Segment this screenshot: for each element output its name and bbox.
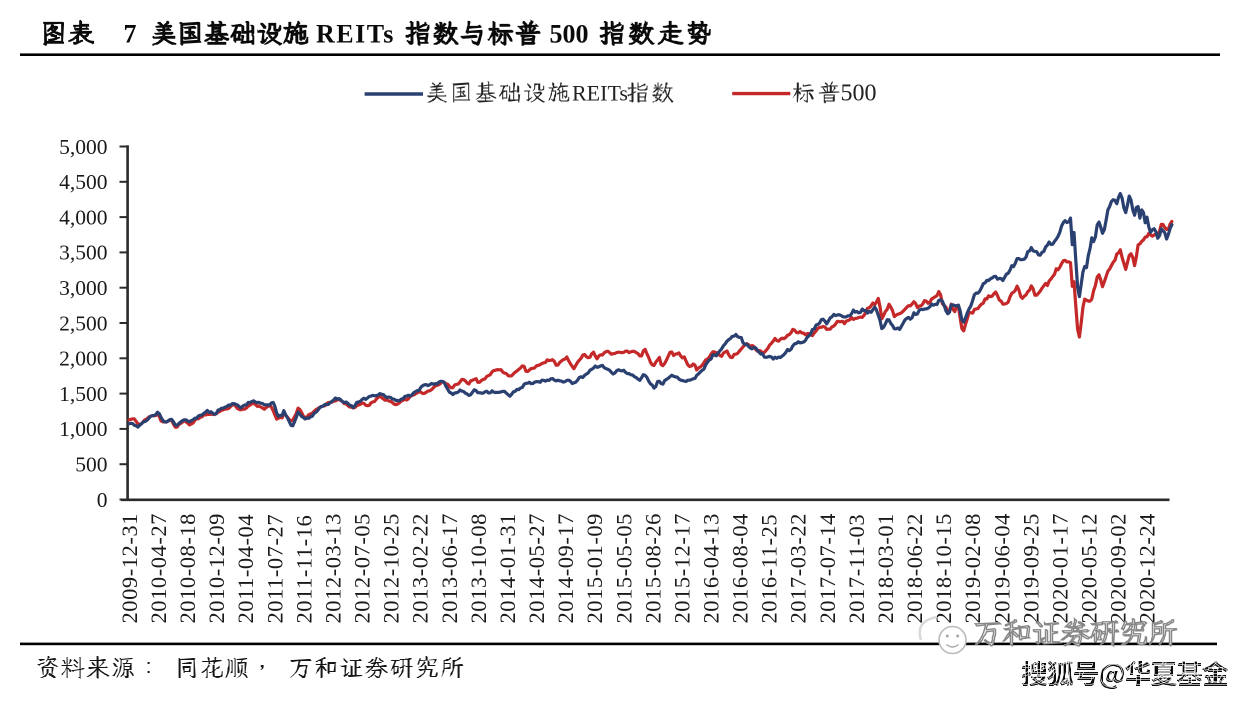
svg-text:2011-04-04: 2011-04-04	[233, 514, 258, 624]
svg-text:7: 7	[124, 19, 137, 48]
svg-text:2016-04-13: 2016-04-13	[699, 513, 724, 624]
svg-text:2012-10-25: 2012-10-25	[379, 513, 404, 624]
svg-text:2013-02-22: 2013-02-22	[408, 513, 433, 624]
svg-text:REITs: REITs	[316, 19, 395, 48]
svg-text:2010-12-09: 2010-12-09	[204, 513, 229, 624]
svg-text:4,000: 4,000	[59, 205, 107, 229]
svg-text:500: 500	[75, 453, 107, 477]
svg-text:2017-07-14: 2017-07-14	[815, 513, 840, 624]
svg-text:2017-11-03: 2017-11-03	[844, 514, 869, 624]
svg-text:1,000: 1,000	[59, 417, 107, 441]
svg-text:2,000: 2,000	[59, 347, 107, 371]
svg-text:2016-11-25: 2016-11-25	[757, 514, 782, 624]
svg-text:2,500: 2,500	[59, 311, 107, 335]
svg-text:2020-01-17: 2020-01-17	[1048, 513, 1073, 624]
svg-text:2019-02-08: 2019-02-08	[960, 513, 985, 624]
svg-text:2012-03-13: 2012-03-13	[321, 513, 346, 624]
svg-text:2012-07-05: 2012-07-05	[350, 513, 375, 624]
svg-text:2015-01-09: 2015-01-09	[582, 513, 607, 624]
svg-text:2013-10-08: 2013-10-08	[466, 513, 491, 624]
svg-text:2013-06-17: 2013-06-17	[437, 513, 462, 624]
svg-text:2018-10-15: 2018-10-15	[931, 513, 956, 624]
svg-text:2015-12-17: 2015-12-17	[669, 513, 694, 624]
svg-text:2010-04-27: 2010-04-27	[146, 513, 171, 624]
svg-text:5,000: 5,000	[59, 135, 107, 159]
svg-text:2015-08-26: 2015-08-26	[640, 513, 665, 624]
svg-text:REITs: REITs	[572, 81, 628, 106]
svg-text:2010-08-18: 2010-08-18	[175, 513, 200, 624]
svg-text:2014-05-27: 2014-05-27	[524, 513, 549, 624]
svg-text:2019-09-25: 2019-09-25	[1018, 513, 1043, 624]
svg-text:3,500: 3,500	[59, 241, 107, 265]
svg-text:2009-12-31: 2009-12-31	[117, 513, 142, 624]
svg-text:2016-08-04: 2016-08-04	[728, 513, 753, 624]
svg-text:2014-09-17: 2014-09-17	[553, 513, 578, 624]
svg-text:1,500: 1,500	[59, 382, 107, 406]
svg-text:2017-03-22: 2017-03-22	[786, 513, 811, 624]
svg-text:2020-05-12: 2020-05-12	[1077, 513, 1102, 624]
svg-text:4,500: 4,500	[59, 170, 107, 194]
svg-text:500: 500	[550, 19, 589, 48]
svg-text:2018-03-01: 2018-03-01	[873, 513, 898, 624]
svg-text:2019-06-04: 2019-06-04	[989, 513, 1014, 624]
svg-text:2018-06-22: 2018-06-22	[902, 513, 927, 624]
svg-text:2020-12-24: 2020-12-24	[1135, 513, 1160, 624]
svg-text:2020-09-02: 2020-09-02	[1106, 513, 1131, 624]
svg-text:3,000: 3,000	[59, 276, 107, 300]
svg-text:500: 500	[841, 81, 877, 107]
svg-text:2014-01-31: 2014-01-31	[495, 513, 520, 624]
svg-text:2015-05-05: 2015-05-05	[611, 513, 636, 624]
svg-text:2011-07-27: 2011-07-27	[262, 514, 287, 624]
svg-text:0: 0	[97, 488, 108, 512]
svg-text:2011-11-16: 2011-11-16	[291, 515, 316, 624]
